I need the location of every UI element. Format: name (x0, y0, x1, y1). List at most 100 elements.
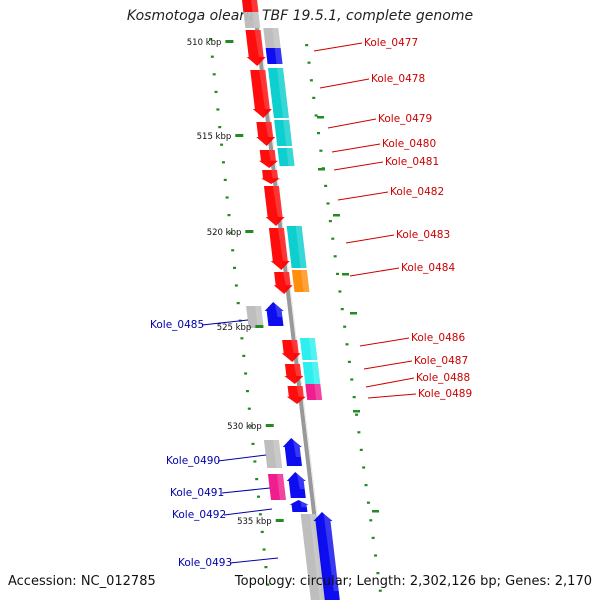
minor-tick-left (255, 478, 259, 481)
gene-leader-line (201, 319, 249, 326)
gene-leader-line (367, 393, 417, 399)
gene-feature-bright_cyan (299, 338, 318, 360)
gene-feature-cyan (277, 148, 295, 166)
gene-feature-shade (283, 272, 292, 286)
gene-feature-shade (251, 0, 259, 12)
minor-tick-left (262, 548, 266, 551)
gene-leader-line (363, 360, 413, 370)
gene-feature-shade (277, 228, 289, 261)
gene-label-kole-0484: Kole_0484 (401, 262, 455, 274)
map-title: Kosmotoga olearia TBF 19.5.1, complete g… (126, 8, 474, 24)
minor-tick-right (338, 290, 342, 293)
gene-feature-shade (323, 512, 340, 591)
minor-tick-left (212, 73, 216, 76)
gene-label-kole-0491: Kole_0491 (170, 487, 224, 499)
minor-tick-left (245, 390, 249, 393)
minor-tick-left (251, 442, 255, 445)
gene-leader-line (327, 118, 377, 129)
scale-tick (245, 230, 254, 233)
gene-feature-shade (277, 68, 289, 118)
gene-feature-magenta (267, 474, 286, 500)
minor-tick-right (357, 431, 361, 434)
minor-tick-left (260, 530, 264, 533)
gene-label-kole-0485: Kole_0485 (150, 319, 204, 331)
minor-tick-right (347, 360, 351, 363)
gene-label-kole-0483: Kole_0483 (396, 229, 450, 241)
minor-tick-left (218, 126, 222, 129)
gene-labels: Kole_0477 Kole_0478 Kole_0479 Kole_0480 Kole… (150, 37, 472, 569)
minor-tick-left (227, 214, 231, 217)
minor-tick-right (309, 79, 313, 82)
gene-feature-shade (274, 48, 283, 64)
minor-tick-left (225, 196, 229, 199)
gene-feature-blue (289, 500, 309, 512)
gene-leader-line (337, 191, 389, 201)
gene-feature-shade (271, 170, 279, 179)
gene-feature-blue (265, 48, 283, 64)
gene-feature-shade (296, 386, 305, 397)
minor-tick-right (305, 44, 309, 47)
scale-tick (275, 519, 284, 522)
minor-tick-right (319, 149, 323, 152)
minor-tick-right (366, 501, 370, 504)
gene-feature-shade (296, 472, 306, 489)
minor-tick-right (333, 255, 337, 258)
minor-tick-left (236, 302, 240, 305)
minor-tick-right (369, 519, 373, 522)
gene-leader-line (223, 508, 273, 516)
gene-feature-gray (263, 28, 281, 48)
gene-feature-shade (295, 226, 307, 268)
minor-tick-left (234, 284, 238, 287)
minor-tick-left (240, 337, 244, 340)
genome-summary-text: Topology: circular; Length: 2,302,126 bp… (234, 574, 592, 589)
minor-tick-left (229, 231, 233, 234)
minor-tick-left (244, 372, 248, 375)
gene-feature-shade (314, 384, 323, 400)
gene-feature-red (256, 122, 276, 146)
gene-feature-cyan (274, 120, 293, 146)
minor-tick-right (336, 272, 340, 275)
minor-tick-left (231, 249, 235, 252)
gene-feature-shade (272, 186, 284, 217)
gene-features (242, 0, 340, 600)
minor-tick-right (324, 184, 328, 187)
major-tick-right (333, 214, 340, 217)
gene-label-kole-0486: Kole_0486 (411, 332, 465, 344)
minor-tick-right (328, 220, 332, 223)
minor-tick-left (223, 178, 227, 181)
gene-feature-shade (254, 30, 265, 57)
gene-feature-red (258, 150, 278, 168)
gene-feature-shade (283, 120, 293, 146)
minor-tick-right (364, 484, 368, 487)
gene-feature-blue (286, 472, 306, 498)
gene-feature-red (242, 0, 259, 12)
gene-feature-blue (282, 438, 302, 466)
gene-feature-red (281, 340, 301, 362)
major-tick-right (342, 273, 349, 276)
gene-leader-line (333, 161, 384, 171)
gene-leader-line (221, 487, 271, 494)
gene-label-kole-0482: Kole_0482 (390, 186, 444, 198)
minor-tick-right (376, 572, 380, 575)
gene-feature-shade (300, 270, 310, 292)
gene-leader-line (229, 557, 279, 564)
minor-tick-left (253, 460, 257, 463)
minor-tick-left (257, 495, 261, 498)
gene-leader-line (349, 267, 400, 277)
gene-feature-blue (313, 512, 340, 600)
gene-feature-shade (265, 122, 275, 137)
gene-feature-shade (308, 338, 318, 360)
scale-tick-label: 510 kbp (187, 38, 222, 48)
major-tick-right (353, 410, 360, 413)
gene-feature-shade (259, 70, 271, 109)
gene-feature-magenta (305, 384, 323, 400)
minor-tick-right (343, 325, 347, 328)
gene-feature-red (273, 272, 293, 294)
gene-label-kole-0488: Kole_0488 (416, 372, 470, 384)
scale-tick (265, 424, 274, 427)
gene-label-kole-0477: Kole_0477 (364, 37, 418, 49)
gene-feature-red (263, 186, 285, 226)
gene-leader-line (217, 454, 267, 462)
minor-tick-left (220, 143, 224, 146)
